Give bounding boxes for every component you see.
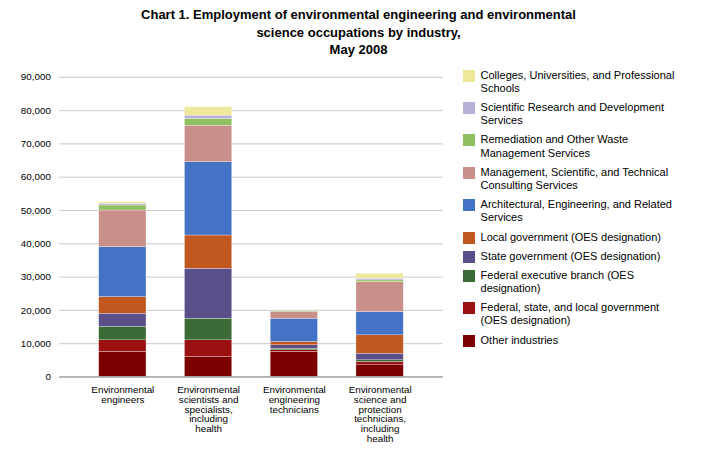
- html-text:Remediation and Other Waste Ma: Remediation and Other Waste Management S…: [480, 133, 629, 159]
- svg-text:90,000: 90,000: [21, 71, 52, 82]
- html-text:Other industries: Other industries: [480, 333, 559, 346]
- svg-text:Environmentalscientists andspe: Environmentalscientists andspecialists,i…: [177, 383, 240, 433]
- svg-text:70,000: 70,000: [21, 138, 52, 149]
- html-text:Scientific Research and Develo: Scientific Research and Development Serv…: [480, 101, 664, 127]
- svg-text:Environmentalengineers: Environmentalengineers: [91, 383, 154, 404]
- svg-text:60,000: 60,000: [21, 171, 52, 182]
- svg-text:20,000: 20,000: [21, 304, 52, 315]
- svg-text:40,000: 40,000: [21, 238, 52, 249]
- html-text:Architectural, Engineering, an: Architectural, Engineering, and Related …: [480, 198, 672, 224]
- svg-text:Environmentalengineeringtechni: Environmentalengineeringtechnicians: [263, 383, 326, 414]
- svg-text:Environmentalscience andprotec: Environmentalscience andprotectiontechni…: [349, 383, 412, 443]
- svg-text:10,000: 10,000: [21, 337, 52, 348]
- html-text:Federal executive branch (OES: Federal executive branch (OES designatio…: [480, 268, 634, 295]
- html-text:Local government (OES designat: Local government (OES designation): [480, 230, 661, 243]
- html-text:Federal, state, and local gove: Federal, state, and local government (OE…: [480, 301, 660, 327]
- html-text:Management, Scientific, and Te: Management, Scientific, and Technical Co…: [480, 165, 669, 191]
- svg-text:80,000: 80,000: [21, 104, 52, 115]
- html-text:Colleges, Universities, and Pr: Colleges, Universities, and Professional…: [480, 68, 675, 94]
- svg-text:50,000: 50,000: [21, 204, 52, 215]
- svg-text:30,000: 30,000: [21, 271, 52, 282]
- html-text:Chart 1. Employment of environ: Chart 1. Employment of environmental eng…: [141, 7, 576, 58]
- html-text:State government (OES designat: State government (OES designation): [480, 249, 661, 262]
- svg-text:0: 0: [45, 371, 51, 382]
